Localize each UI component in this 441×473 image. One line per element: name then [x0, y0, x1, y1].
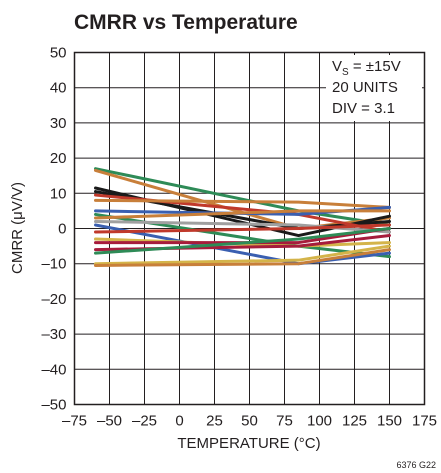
annotation-div: DIV = 3.1 [332, 100, 395, 117]
y-tick-label: –10 [41, 256, 66, 273]
y-tick-label: 0 [58, 221, 66, 238]
y-axis-label: CMRR (μV/V) [9, 182, 26, 274]
series-line [94, 248, 391, 267]
y-tick-label: 40 [50, 80, 67, 97]
annotation-vs: VS = ±15V [332, 58, 401, 78]
x-tick-label: –50 [97, 413, 122, 430]
x-tick-label: 150 [377, 413, 402, 430]
y-tick-label: 30 [50, 115, 67, 132]
y-tick-label: –20 [41, 291, 66, 308]
series-line [94, 223, 391, 234]
series-line [94, 198, 391, 209]
series-line [94, 209, 391, 220]
chart-title: CMRR vs Temperature [74, 11, 298, 34]
y-tick-label: –40 [41, 361, 66, 378]
y-tick-label: 50 [50, 45, 67, 62]
annotation-backdrop [326, 55, 422, 121]
plot-frame [73, 51, 426, 406]
x-tick-label: 100 [307, 413, 332, 430]
x-tick-label: 0 [175, 413, 183, 430]
y-tick-label: 20 [50, 150, 67, 167]
x-tick-label: 75 [276, 413, 293, 430]
series-line [94, 219, 391, 234]
x-tick-label: 25 [206, 413, 223, 430]
y-tick-label: 10 [50, 185, 67, 202]
x-tick-labels: –75 –50 –25 0 25 50 75 100 125 150 175 [62, 413, 437, 430]
y-tick-label: –50 [41, 397, 66, 414]
x-tick-label: –25 [132, 413, 157, 430]
series-line [94, 227, 391, 255]
x-axis-label: TEMPERATURE (°C) [177, 435, 320, 452]
x-tick-label: –75 [62, 413, 87, 430]
x-tick-label: 175 [412, 413, 437, 430]
series-lines [94, 167, 391, 267]
annotation-vs-subscript: S [342, 67, 349, 78]
y-tick-labels: 50 40 30 20 10 0 –10 –20 –30 –40 –50 [41, 45, 66, 414]
x-tick-label: 50 [241, 413, 258, 430]
y-tick-label: –30 [41, 326, 66, 343]
x-tick-label: 125 [342, 413, 367, 430]
annotation-units: 20 UNITS [332, 79, 398, 96]
figure-id: 6376 G22 [396, 460, 436, 470]
series-line [94, 244, 391, 266]
